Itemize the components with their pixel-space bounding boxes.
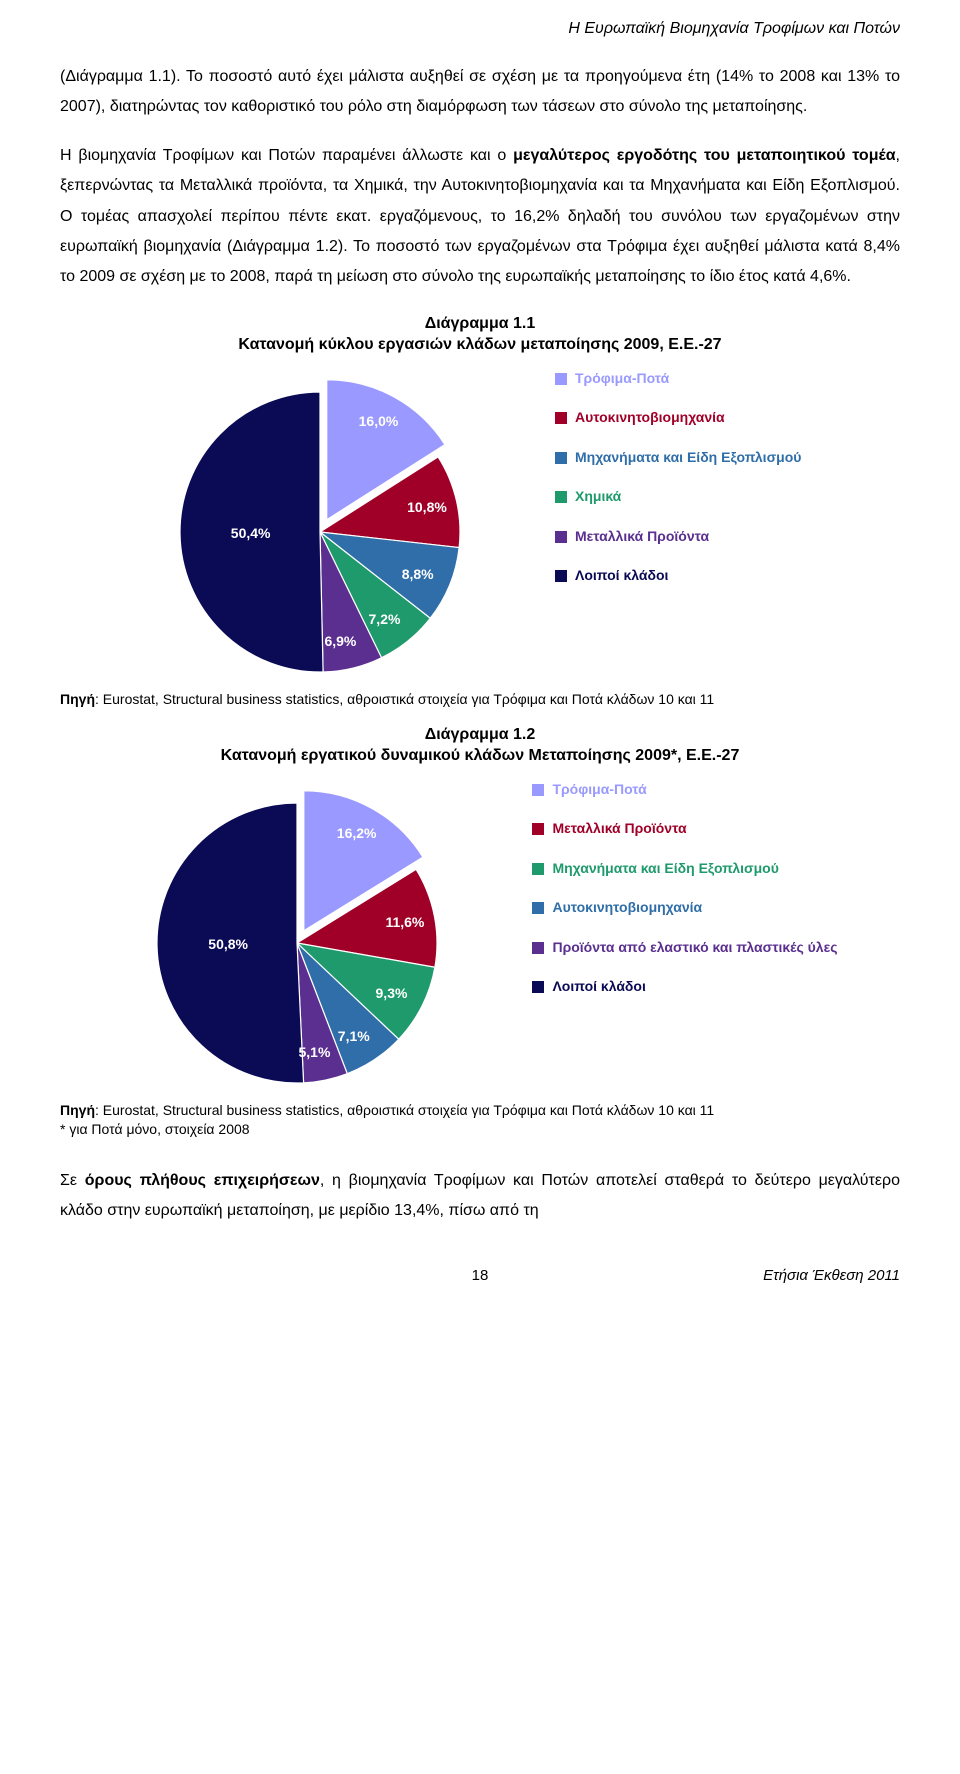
chart2-legend: Τρόφιμα-Ποτά Μεταλλικά Προϊόντα Μηχανήματα… xyxy=(532,781,837,996)
chart1-title-a: Διάγραμμα 1.1 xyxy=(425,315,536,332)
chart1-source: Πηγή: Eurostat, Structural business stat… xyxy=(60,690,900,710)
legend-swatch xyxy=(532,981,544,993)
legend-item: Λοιποί κλάδοι xyxy=(532,978,837,996)
footer-right: Ετήσια Έκθεση 2011 xyxy=(620,1267,900,1284)
legend-swatch xyxy=(555,491,567,503)
paragraph-3: Σε όρους πλήθους επιχειρήσεων, η βιομηχα… xyxy=(60,1166,900,1227)
legend-swatch xyxy=(555,531,567,543)
legend-label: Τρόφιμα-Ποτά xyxy=(575,370,669,388)
legend-item: Μεταλλικά Προϊόντα xyxy=(555,528,815,546)
page-number: 18 xyxy=(340,1267,620,1284)
chart-1: Διάγραμμα 1.1 Κατανομή κύκλου εργασιών κ… xyxy=(60,313,900,710)
legend-label: Μεταλλικά Προϊόντα xyxy=(552,820,686,838)
legend-label: Μηχανήματα και Είδη Εξοπλισμού xyxy=(575,449,801,467)
slice-pct-label: 6,9% xyxy=(324,633,356,649)
legend-label: Αυτοκινητοβιομηχανία xyxy=(552,899,702,917)
legend-label: Μηχανήματα και Είδη Εξοπλισμού xyxy=(552,860,778,878)
page-header: Η Ευρωπαϊκή Βιομηχανία Τροφίμων και Ποτώ… xyxy=(60,20,900,38)
slice-pct-label: 5,1% xyxy=(299,1044,331,1060)
slice-pct-label: 7,2% xyxy=(369,611,401,627)
legend-swatch xyxy=(532,823,544,835)
chart2-title-a: Διάγραμμα 1.2 xyxy=(425,726,536,743)
slice-pct-label: 11,6% xyxy=(385,914,424,930)
legend-item: Αυτοκινητοβιομηχανία xyxy=(555,409,815,427)
legend-swatch xyxy=(555,452,567,464)
slice-pct-label: 50,4% xyxy=(231,525,271,541)
legend-label: Προϊόντα από ελαστικό και πλαστικές ύλες xyxy=(552,939,837,957)
legend-item: Μηχανήματα και Είδη Εξοπλισμού xyxy=(555,449,815,467)
paragraph-2: Η βιομηχανία Τροφίμων και Ποτών παραμένε… xyxy=(60,141,900,293)
legend-item: Αυτοκινητοβιομηχανία xyxy=(532,899,837,917)
bold-run: μεγαλύτερος εργοδότης του μεταποιητικού … xyxy=(513,147,895,164)
slice-pct-label: 16,2% xyxy=(337,825,377,841)
legend-item: Μεταλλικά Προϊόντα xyxy=(532,820,837,838)
slice-pct-label: 8,8% xyxy=(402,566,434,582)
chart1-pie: 16,0% 10,8% 8,8% 7,2% 6,9% 50,4% xyxy=(145,362,525,682)
slice-pct-label: 10,8% xyxy=(407,499,447,515)
text-run: Η βιομηχανία Τροφίμων και Ποτών παραμένε… xyxy=(60,147,513,164)
legend-item: Μηχανήματα και Είδη Εξοπλισμού xyxy=(532,860,837,878)
legend-swatch xyxy=(532,902,544,914)
chart-2: Διάγραμμα 1.2 Κατανομή εργατικού δυναμικ… xyxy=(60,724,900,1140)
slice-pct-label: 7,1% xyxy=(338,1028,370,1044)
legend-label: Λοιποί κλάδοι xyxy=(575,567,668,585)
legend-swatch xyxy=(532,784,544,796)
legend-item: Τρόφιμα-Ποτά xyxy=(532,781,837,799)
chart1-legend: Τρόφιμα-Ποτά Αυτοκινητοβιομηχανία Μηχανήμα… xyxy=(555,370,815,585)
chart1-title-b: Κατανομή κύκλου εργασιών κλάδων μεταποίη… xyxy=(238,336,721,353)
chart2-source: Πηγή: Eurostat, Structural business stat… xyxy=(60,1101,900,1140)
page-footer: 18 Ετήσια Έκθεση 2011 xyxy=(60,1267,900,1284)
legend-label: Μεταλλικά Προϊόντα xyxy=(575,528,709,546)
chart2-pie: 16,2% 11,6% 9,3% 7,1% 5,1% 50,8% xyxy=(122,773,502,1093)
text-run: Σε xyxy=(60,1172,85,1189)
slice-pct-label: 50,8% xyxy=(208,936,248,952)
slice-pct-label: 16,0% xyxy=(359,413,399,429)
bold-run: όρους πλήθους επιχειρήσεων xyxy=(85,1172,320,1189)
text-run: , ξεπερνώντας τα Μεταλλικά προϊόντα, τα … xyxy=(60,147,900,286)
legend-label: Λοιποί κλάδοι xyxy=(552,978,645,996)
legend-swatch xyxy=(555,373,567,385)
legend-label: Αυτοκινητοβιομηχανία xyxy=(575,409,725,427)
chart2-title-b: Κατανομή εργατικού δυναμικού κλάδων Μετα… xyxy=(221,747,740,764)
legend-swatch xyxy=(532,942,544,954)
legend-item: Τρόφιμα-Ποτά xyxy=(555,370,815,388)
legend-swatch xyxy=(532,863,544,875)
legend-swatch xyxy=(555,570,567,582)
paragraph-1: (Διάγραμμα 1.1). Το ποσοστό αυτό έχει μά… xyxy=(60,62,900,123)
legend-item: Λοιποί κλάδοι xyxy=(555,567,815,585)
legend-item: Χημικά xyxy=(555,488,815,506)
legend-item: Προϊόντα από ελαστικό και πλαστικές ύλες xyxy=(532,939,837,957)
legend-swatch xyxy=(555,412,567,424)
legend-label: Τρόφιμα-Ποτά xyxy=(552,781,646,799)
legend-label: Χημικά xyxy=(575,488,621,506)
slice-pct-label: 9,3% xyxy=(376,985,408,1001)
